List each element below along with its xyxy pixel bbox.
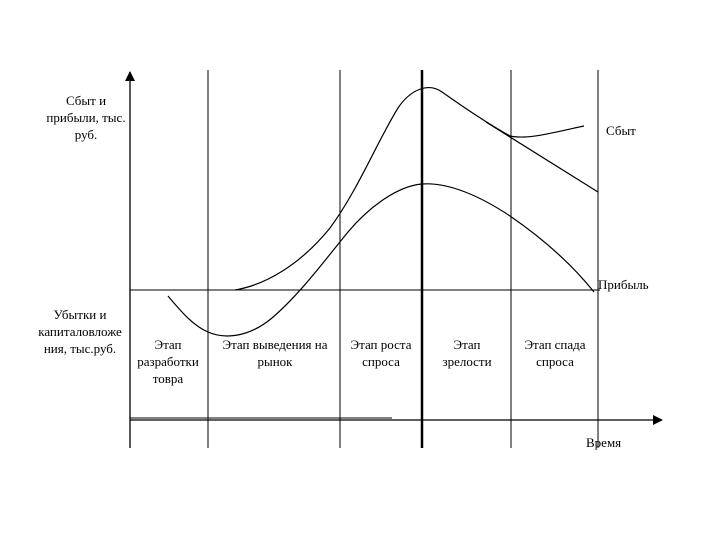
y-axis-negative-label: Убытки и капиталовложе ния, тыс.руб. bbox=[38, 307, 122, 356]
sales-decline-line bbox=[485, 121, 599, 193]
profit-curve-label: Прибыль bbox=[598, 277, 649, 292]
sales-curve-label: Сбыт bbox=[606, 123, 636, 138]
stage-label-growth: Этап роста спроса bbox=[350, 337, 412, 369]
stage-label-maturity: Этап зрелости bbox=[442, 337, 492, 369]
stage-label-introduction: Этап выведения на рынок bbox=[222, 337, 328, 369]
profit-curve bbox=[167, 183, 595, 337]
x-axis-label: Время bbox=[586, 435, 622, 450]
sales-curve bbox=[234, 87, 585, 291]
stage-label-development: Этап разработки товра bbox=[137, 337, 199, 386]
y-axis-positive-label: Сбыт и прибыли, тыс. руб. bbox=[46, 93, 126, 142]
stage-label-decline: Этап спада спроса bbox=[524, 337, 586, 369]
